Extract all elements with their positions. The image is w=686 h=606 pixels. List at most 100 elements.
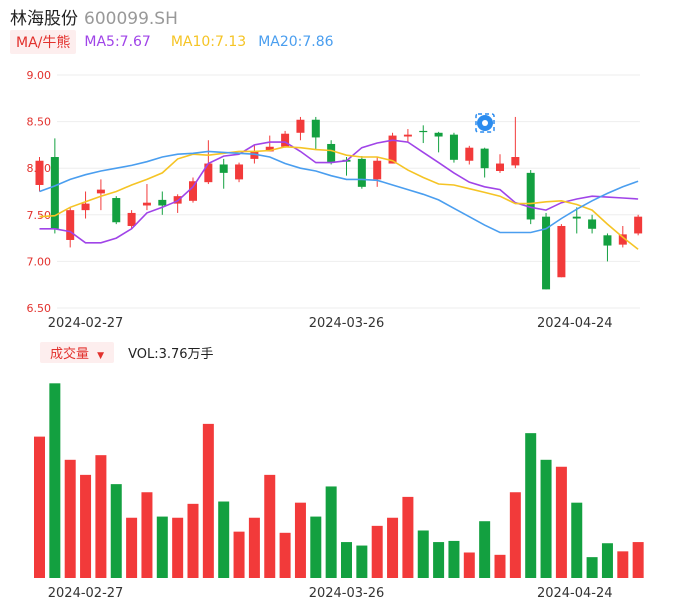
candle[interactable] [449,132,458,163]
volume-bar[interactable] [555,466,567,578]
volume-bar[interactable] [34,436,45,578]
volume-bar[interactable] [448,540,460,578]
indicator-label: 成交量 [50,346,90,362]
candle[interactable] [66,207,75,248]
volume-bar[interactable] [402,496,414,578]
volume-bar[interactable] [64,459,76,578]
x-tick-label: 2024-04-24 [537,586,613,601]
candle[interactable] [204,140,213,185]
volume-legend: 成交量 ▼ VOL:3.76万手 [40,341,214,363]
volume-bar[interactable] [356,545,368,578]
candle[interactable] [434,131,443,153]
ma-line-ma10 [39,145,639,250]
candle[interactable] [465,145,474,165]
volume-bar[interactable] [248,517,260,578]
volume-bar[interactable] [187,503,199,578]
volume-bar[interactable] [494,554,506,578]
candle[interactable] [112,196,121,225]
volume-bar[interactable] [632,542,644,578]
volume-bar[interactable] [571,502,583,578]
x-tick-label: 2024-03-26 [309,316,385,330]
volume-bar[interactable] [172,517,184,578]
x-tick-label: 2024-04-24 [537,316,613,330]
candle[interactable] [588,214,597,234]
volume-bar[interactable] [264,474,276,578]
candle[interactable] [419,125,428,144]
volume-bar[interactable] [80,474,92,578]
indicator-select[interactable]: 成交量 ▼ [40,341,115,363]
ma-mode-button[interactable]: MA/牛熊 [10,30,77,54]
candle[interactable] [634,214,643,236]
stock-code: 600099.SH [84,9,178,29]
volume-bar[interactable] [525,433,537,578]
x-tick-label: 2024-02-27 [48,316,124,330]
candle[interactable] [127,210,136,229]
candle[interactable] [189,177,197,203]
price-chart[interactable]: 9.008.508.007.507.006.50 2024-02-272024-… [0,0,686,330]
volume-bar[interactable] [218,501,230,578]
ma-line-ma20 [39,150,639,234]
caret-down-icon: ▼ [97,350,105,361]
volume-bar[interactable] [387,517,399,578]
candle[interactable] [526,170,535,225]
volume-bar[interactable] [371,525,383,578]
candle[interactable] [388,132,397,164]
volume-bar[interactable] [141,492,153,578]
candle[interactable] [480,147,489,178]
candle[interactable] [572,207,581,234]
candle[interactable] [603,233,612,262]
volume-bar[interactable] [310,516,322,578]
candle[interactable] [296,116,305,141]
ma20-value: MA20:7.86 [258,34,334,50]
candle[interactable] [496,154,504,173]
volume-bar[interactable] [540,459,552,578]
x-tick-label: 2024-02-27 [48,586,124,601]
volume-bar[interactable] [110,484,122,578]
stock-name: 林海股份 [10,9,78,29]
candle[interactable] [173,194,182,213]
ma-line-ma5 [39,139,639,244]
candle[interactable] [265,135,274,152]
candle[interactable] [511,116,520,169]
volume-bar[interactable] [586,557,598,578]
volume-bar[interactable] [49,383,61,578]
stock-header: 林海股份 600099.SH [10,4,178,29]
volume-bar[interactable] [509,492,521,578]
candle[interactable] [281,130,290,148]
volume-bar[interactable] [279,532,291,578]
candle[interactable] [235,162,244,183]
volume-bar[interactable] [233,531,245,578]
volume-value: VOL:3.76万手 [128,346,214,362]
candle[interactable] [403,129,412,143]
volume-bar[interactable] [617,551,629,578]
volume-bar[interactable] [341,542,352,578]
volume-bar[interactable] [417,530,429,578]
volume-bar[interactable] [463,552,475,578]
candle[interactable] [158,191,167,215]
volume-bar[interactable] [294,502,306,578]
candle[interactable] [542,212,551,290]
volume-bar[interactable] [202,423,214,578]
y-tick-label: 9.00 [27,69,52,82]
candle[interactable] [327,140,336,165]
volume-bar[interactable] [95,455,107,578]
volume-bar[interactable] [601,543,613,578]
ma5-value: MA5:7.67 [84,34,151,50]
candle[interactable] [357,156,366,189]
candle[interactable] [35,157,44,192]
volume-bar[interactable] [156,516,168,578]
volume-bar[interactable] [433,542,445,578]
candle[interactable] [142,184,151,211]
volume-bar[interactable] [126,517,138,578]
candle[interactable] [81,191,90,219]
candle[interactable] [311,116,320,150]
y-tick-label: 6.50 [27,302,52,315]
candle[interactable] [373,157,382,187]
candle[interactable] [219,158,228,189]
event-marker-icon[interactable] [475,113,495,133]
volume-bar[interactable] [479,521,491,578]
volume-bar[interactable] [325,486,337,578]
volume-chart[interactable]: 2024-02-27 2024-03-26 2024-04-24 [0,366,686,606]
candle[interactable] [96,179,105,211]
candle[interactable] [557,224,566,278]
